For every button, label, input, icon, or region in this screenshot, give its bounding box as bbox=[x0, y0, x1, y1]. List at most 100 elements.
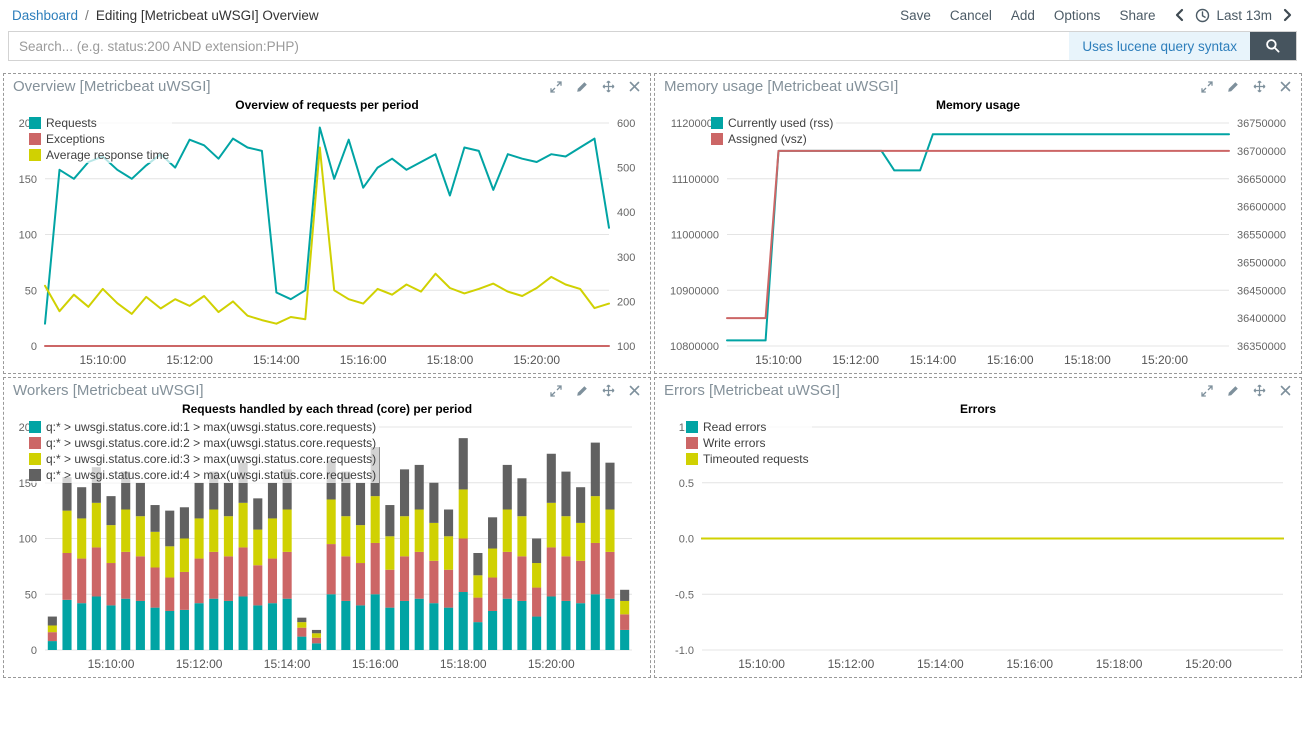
chart-canvas[interactable]: 10800000 10900000 11000000 11100000 11200000… bbox=[661, 113, 1295, 370]
time-back-button[interactable] bbox=[1174, 8, 1185, 22]
panel-close-button[interactable] bbox=[1280, 81, 1291, 92]
svg-text:15:18:00: 15:18:00 bbox=[1096, 657, 1143, 671]
svg-text:15:18:00: 15:18:00 bbox=[1064, 353, 1111, 367]
expand-icon bbox=[550, 384, 562, 397]
breadcrumb-separator: / bbox=[85, 7, 89, 23]
svg-text:15:12:00: 15:12:00 bbox=[176, 657, 223, 671]
svg-text:400: 400 bbox=[617, 207, 635, 219]
panel-edit-button[interactable] bbox=[576, 81, 588, 93]
panel-move-button[interactable] bbox=[1253, 384, 1266, 397]
expand-icon bbox=[1201, 80, 1213, 93]
svg-text:11200000: 11200000 bbox=[671, 118, 719, 130]
legend-item[interactable]: q:* > uwsgi.status.core.id:3 > max(uwsgi… bbox=[29, 451, 380, 467]
chart-area[interactable]: 10800000 10900000 11000000 11100000 11200000… bbox=[661, 113, 1295, 370]
legend-label: q:* > uwsgi.status.core.id:1 > max(uwsgi… bbox=[46, 420, 377, 434]
svg-text:15:20:00: 15:20:00 bbox=[528, 657, 575, 671]
panel-title: Errors [Metricbeat uWSGI] bbox=[664, 382, 840, 399]
move-icon bbox=[602, 384, 615, 397]
pencil-icon bbox=[577, 81, 587, 92]
legend-item[interactable]: Currently used (rss) bbox=[711, 115, 837, 131]
panel-edit-button[interactable] bbox=[1227, 385, 1239, 397]
legend-item[interactable]: q:* > uwsgi.status.core.id:2 > max(uwsgi… bbox=[29, 435, 380, 451]
search-bar: Uses lucene query syntax bbox=[8, 31, 1297, 61]
legend-label: q:* > uwsgi.status.core.id:4 > max(uwsgi… bbox=[46, 468, 377, 482]
options-button[interactable]: Options bbox=[1053, 7, 1101, 23]
legend-item[interactable]: Write errors bbox=[686, 435, 812, 451]
panel-close-button[interactable] bbox=[1280, 385, 1291, 396]
share-button[interactable]: Share bbox=[1119, 7, 1156, 23]
panel-title: Workers [Metricbeat uWSGI] bbox=[13, 382, 204, 399]
legend-label: Exceptions bbox=[46, 132, 105, 146]
legend-item[interactable]: Requests bbox=[29, 115, 173, 131]
legend-item[interactable]: Assigned (vsz) bbox=[711, 131, 837, 147]
svg-text:0.0: 0.0 bbox=[679, 534, 694, 546]
svg-text:500: 500 bbox=[617, 163, 635, 175]
panel-overview: Overview [Metricbeat uWSGI] Overview of … bbox=[3, 73, 651, 374]
time-forward-button[interactable] bbox=[1282, 8, 1293, 22]
legend-label: Write errors bbox=[703, 436, 766, 450]
legend-swatch-icon bbox=[686, 437, 698, 449]
dashboard-grid: Overview [Metricbeat uWSGI] Overview of … bbox=[0, 70, 1305, 681]
chart-area[interactable]: 0 50 100 150 200 100 200 300 400 500 600 15:10:00 15… bbox=[10, 113, 644, 370]
panel-move-button[interactable] bbox=[1253, 80, 1266, 93]
chart-legend: Requests Exceptions Average response time bbox=[29, 115, 173, 163]
chart-canvas[interactable]: -1.0-0.50.00.51.015:10:0015:12:0015:14:0… bbox=[661, 417, 1295, 674]
chart-title: Memory usage bbox=[935, 98, 1021, 112]
panel-expand-button[interactable] bbox=[1201, 384, 1213, 397]
pencil-icon bbox=[1228, 385, 1238, 396]
panel-expand-button[interactable] bbox=[550, 80, 562, 93]
svg-text:10900000: 10900000 bbox=[670, 285, 719, 297]
svg-text:15:10:00: 15:10:00 bbox=[755, 353, 802, 367]
svg-text:0.5: 0.5 bbox=[679, 478, 694, 490]
svg-text:36350000: 36350000 bbox=[1237, 341, 1286, 353]
breadcrumb-dashboard-link[interactable]: Dashboard bbox=[12, 7, 79, 23]
legend-item[interactable]: Exceptions bbox=[29, 131, 173, 147]
legend-item[interactable]: Read errors bbox=[686, 419, 812, 435]
svg-text:15:10:00: 15:10:00 bbox=[738, 657, 785, 671]
svg-text:15:16:00: 15:16:00 bbox=[352, 657, 399, 671]
expand-icon bbox=[550, 80, 562, 93]
search-button[interactable] bbox=[1250, 32, 1296, 60]
save-button[interactable]: Save bbox=[900, 7, 931, 23]
time-picker-button[interactable]: Last 13m bbox=[1195, 8, 1272, 23]
lucene-syntax-link[interactable]: Uses lucene query syntax bbox=[1069, 32, 1250, 60]
legend-item[interactable]: Average response time bbox=[29, 147, 173, 163]
chart-area[interactable]: -1.0-0.50.00.51.015:10:0015:12:0015:14:0… bbox=[661, 417, 1295, 674]
svg-text:10800000: 10800000 bbox=[670, 341, 719, 353]
chart-legend: Read errors Write errors Timeouted request… bbox=[686, 419, 812, 467]
panel-title: Memory usage [Metricbeat uWSGI] bbox=[664, 78, 899, 95]
panel-move-button[interactable] bbox=[602, 80, 615, 93]
search-input[interactable] bbox=[9, 32, 1070, 60]
panel-edit-button[interactable] bbox=[1227, 81, 1239, 93]
panel-move-button[interactable] bbox=[602, 384, 615, 397]
legend-swatch-icon bbox=[686, 421, 698, 433]
svg-text:15:14:00: 15:14:00 bbox=[264, 657, 311, 671]
time-picker-group: Last 13m bbox=[1174, 8, 1293, 23]
svg-text:600: 600 bbox=[617, 118, 635, 130]
legend-item[interactable]: q:* > uwsgi.status.core.id:4 > max(uwsgi… bbox=[29, 467, 380, 483]
panel-close-button[interactable] bbox=[629, 385, 640, 396]
panel-close-button[interactable] bbox=[629, 81, 640, 92]
move-icon bbox=[1253, 384, 1266, 397]
svg-text:100: 100 bbox=[19, 534, 37, 546]
move-icon bbox=[602, 80, 615, 93]
panel-expand-button[interactable] bbox=[1201, 80, 1213, 93]
panel-icons bbox=[550, 80, 640, 93]
top-nav: Dashboard / Editing [Metricbeat uWSGI] O… bbox=[0, 0, 1305, 30]
add-button[interactable]: Add bbox=[1010, 7, 1035, 23]
legend-item[interactable]: q:* > uwsgi.status.core.id:1 > max(uwsgi… bbox=[29, 419, 380, 435]
chart-area[interactable]: 0 50 100 150 200 15:10:00 15:12:00 15:14:00 15:1… bbox=[10, 417, 644, 674]
svg-text:15:12:00: 15:12:00 bbox=[832, 353, 879, 367]
panel-edit-button[interactable] bbox=[576, 385, 588, 397]
svg-text:50: 50 bbox=[25, 589, 37, 601]
legend-swatch-icon bbox=[711, 117, 723, 129]
svg-text:36450000: 36450000 bbox=[1237, 285, 1286, 297]
nav-actions: Save Cancel Add Options Share Last 13m bbox=[900, 8, 1293, 23]
svg-text:15:16:00: 15:16:00 bbox=[340, 353, 387, 367]
cancel-button[interactable]: Cancel bbox=[949, 7, 992, 23]
close-icon bbox=[1280, 81, 1291, 92]
legend-item[interactable]: Timeouted requests bbox=[686, 451, 812, 467]
legend-label: q:* > uwsgi.status.core.id:2 > max(uwsgi… bbox=[46, 436, 377, 450]
panel-expand-button[interactable] bbox=[550, 384, 562, 397]
